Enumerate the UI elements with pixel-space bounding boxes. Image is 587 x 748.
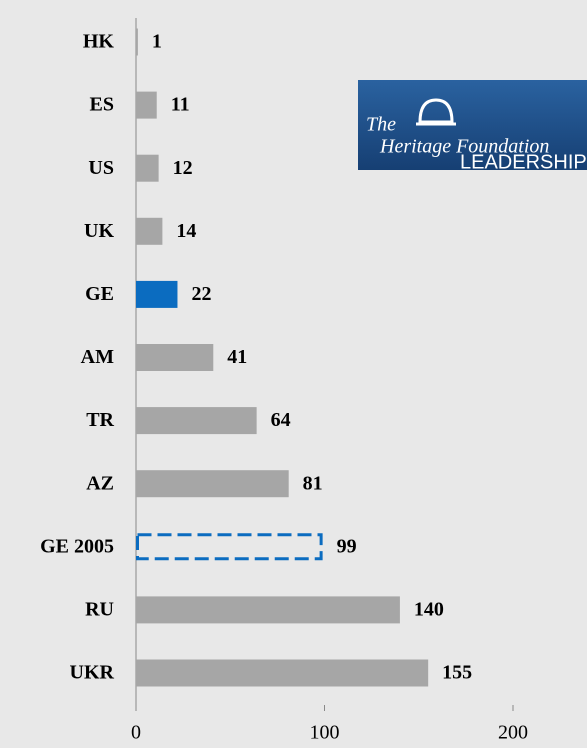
- value-label: 1: [152, 31, 162, 53]
- value-label: 11: [171, 94, 190, 116]
- value-label: 155: [442, 662, 472, 684]
- y-tick-label: ES: [90, 94, 114, 116]
- y-tick-label: RU: [85, 598, 114, 620]
- bar: [136, 217, 163, 245]
- value-label: 12: [173, 157, 193, 179]
- y-tick-label: AZ: [86, 472, 114, 494]
- x-tick-label: 200: [498, 722, 528, 744]
- logo-box: [358, 80, 587, 170]
- y-tick-label: AM: [81, 346, 114, 368]
- bar: [136, 280, 178, 308]
- bar: [136, 533, 323, 561]
- y-tick-label: HK: [83, 31, 115, 53]
- x-tick-label: 0: [131, 722, 141, 744]
- bar: [136, 344, 214, 371]
- value-label: 22: [191, 283, 211, 305]
- value-label: 14: [176, 220, 196, 242]
- bar: [136, 28, 138, 56]
- value-label: 99: [337, 535, 357, 557]
- logo-the: The: [366, 114, 396, 136]
- logo-bell: [418, 98, 454, 124]
- x-tick-label: 100: [310, 722, 340, 744]
- y-tick-label: UK: [84, 220, 114, 242]
- logo-name: Heritage Foundation: [379, 136, 549, 158]
- y-tick-label: UKR: [70, 662, 115, 684]
- logo-tagline: LEADERSHIP FOR AMERICA: [460, 151, 587, 173]
- y-tick-label: GE: [85, 283, 114, 305]
- value-label: 41: [227, 346, 247, 368]
- value-label: 64: [271, 409, 291, 431]
- y-tick-label: US: [88, 157, 114, 179]
- bar: [136, 470, 289, 498]
- logo: The Heritage Foundation LEADERSHIP FOR A…: [358, 80, 587, 173]
- y-tick-label: TR: [86, 409, 114, 431]
- bar: [136, 407, 257, 435]
- bar: [136, 596, 400, 624]
- value-label: 81: [303, 472, 323, 494]
- bar: [136, 154, 159, 182]
- value-label: 140: [414, 598, 444, 620]
- bar: [136, 659, 429, 687]
- y-tick-label: GE 2005: [40, 535, 114, 557]
- bar: [136, 91, 157, 119]
